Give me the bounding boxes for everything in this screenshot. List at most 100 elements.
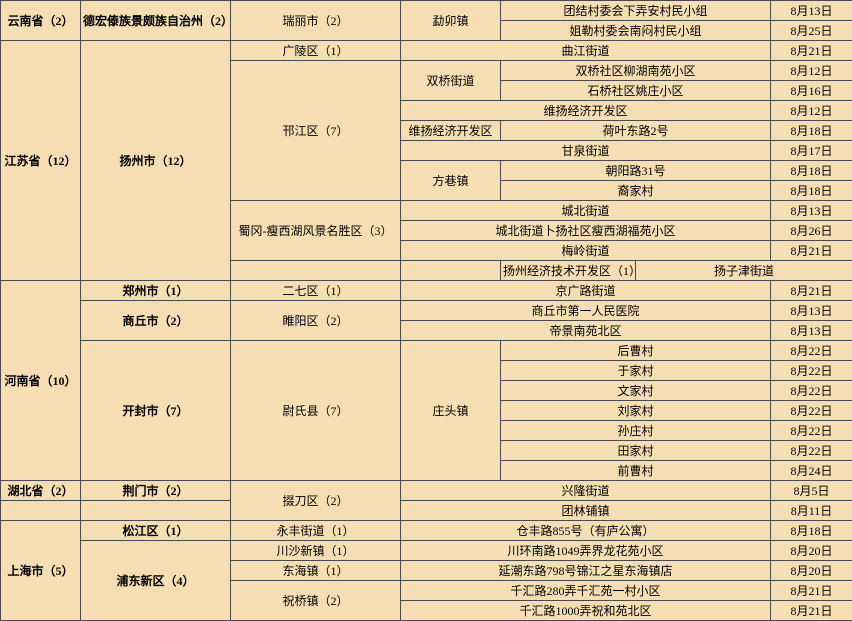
table-cell: 邗江区（7） [231,61,401,201]
table-cell: 庄头镇 [401,341,501,481]
table-cell: 8月17日 [771,141,852,161]
table-cell: 裔家村 [501,181,771,201]
table-cell: 城北街道 [401,201,771,221]
table-cell: 8月20日 [771,541,852,561]
table-row: 湖北省（2）荆门市（2）掇刀区（2）兴隆街道8月5日 [1,481,852,501]
table-cell: 兴隆街道 [401,481,771,501]
table-cell: 湖北省（2） [1,481,81,501]
table-cell: 8月13日 [771,321,852,341]
table-cell: 8月12日 [771,101,852,121]
table-cell: 荷叶东路2号 [501,121,771,141]
table-cell: 8月21日 [771,581,852,601]
table-cell: 8月18日 [771,181,852,201]
table-cell: 城北街道卜扬社区瘦西湖福苑小区 [401,221,771,241]
table-row: 上海市（5）松江区（1）永丰街道（1）仓丰路855号（有庐公寓）8月18日 [1,521,852,541]
table-cell: 扬州市（12） [81,41,231,281]
table-cell: 川环南路1049弄界龙花苑小区 [401,541,771,561]
table-cell: 京广路街道 [401,281,771,301]
table-cell: 蜀冈-瘦西湖风景名胜区（3） [231,201,401,261]
table-body: 云南省（2）德宏傣族景颇族自治州（2）瑞丽市（2）勐卯镇团结村委会下弄安村民小组… [1,1,852,621]
table-cell: 河南省（10） [1,281,81,481]
table-row: 江苏省（12）扬州市（12）广陵区（1）曲江街道8月21日 [1,41,852,61]
table-cell: 石桥社区姚庄小区 [501,81,771,101]
table-cell: 浦东新区（4） [81,541,231,621]
table-row: 商丘市（2）睢阳区（2）商丘市第一人民医院8月13日 [1,301,852,321]
table-cell: 上海市（5） [1,521,81,621]
table-cell: 8月26日 [771,221,852,241]
table-cell [231,261,401,281]
table-cell: 于家村 [501,361,771,381]
table-cell: 帝景南苑北区 [401,321,771,341]
table-cell: 瑞丽市（2） [231,1,401,41]
table-cell: 扬州经济技术开发区（1） [501,261,636,281]
table-cell: 曲江街道 [401,41,771,61]
table-cell: 商丘市第一人民医院 [401,301,771,321]
table-cell: 8月24日 [771,461,852,481]
table-cell: 荆门市（2） [81,481,231,501]
table-cell: 双桥街道 [401,61,501,101]
table-cell: 德宏傣族景颇族自治州（2） [81,1,231,41]
table-cell [81,501,231,521]
table-cell: 8月12日 [771,61,852,81]
table-cell: 松江区（1） [81,521,231,541]
table-cell: 8月21日 [771,281,852,301]
table-cell: 8月13日 [771,201,852,221]
table-row: 云南省（2）德宏傣族景颇族自治州（2）瑞丽市（2）勐卯镇团结村委会下弄安村民小组… [1,1,852,21]
table-cell: 8月21日 [771,41,852,61]
table-cell: 8月22日 [771,341,852,361]
table-cell: 梅岭街道 [401,241,771,261]
table-cell: 郑州市（1） [81,281,231,301]
table-cell: 孙庄村 [501,421,771,441]
table-cell: 8月18日 [771,161,852,181]
table-cell: 千汇路1000弄祝和苑北区 [401,601,771,621]
table-cell: 方巷镇 [401,161,501,201]
table-cell: 姐勒村委会南闷村民小组 [501,21,771,41]
table-row: 开封市（7）尉氏县（7）庄头镇后曹村8月22日 [1,341,852,361]
table-cell: 8月22日 [771,361,852,381]
table-cell: 8月21日 [771,241,852,261]
table-cell: 8月22日 [771,401,852,421]
table-cell: 扬子津街道 [636,261,852,281]
table-cell: 文家村 [501,381,771,401]
table-cell: 8月5日 [771,481,852,501]
table-cell: 团结村委会下弄安村民小组 [501,1,771,21]
table-cell: 仓丰路855号（有庐公寓） [401,521,771,541]
table-cell: 祝桥镇（2） [231,581,401,621]
table-cell: 千汇路280弄千汇苑一村小区 [401,581,771,601]
table-cell: 8月16日 [771,81,852,101]
table-cell: 8月13日 [771,301,852,321]
table-cell: 二七区（1） [231,281,401,301]
table-cell: 8月11日 [771,501,852,521]
table-cell: 东海镇（1） [231,561,401,581]
table-cell [401,261,501,281]
table-cell: 维扬经济开发区 [401,101,771,121]
table-cell: 睢阳区（2） [231,301,401,341]
table-cell: 尉氏县（7） [231,341,401,481]
table-cell: 后曹村 [501,341,771,361]
table-cell: 勐卯镇 [401,1,501,41]
table-cell: 8月18日 [771,121,852,141]
table-cell: 江苏省（12） [1,41,81,281]
table-row: 河南省（10）郑州市（1）二七区（1）京广路街道8月21日 [1,281,852,301]
table-cell: 8月18日 [771,521,852,541]
table-cell: 双桥社区柳湖南苑小区 [501,61,771,81]
table-cell: 8月20日 [771,561,852,581]
region-table: 云南省（2）德宏傣族景颇族自治州（2）瑞丽市（2）勐卯镇团结村委会下弄安村民小组… [0,0,852,621]
table-cell: 甘泉街道 [401,141,771,161]
table-cell: 8月22日 [771,421,852,441]
table-cell: 云南省（2） [1,1,81,41]
table-cell [1,501,81,521]
table-cell: 8月13日 [771,1,852,21]
table-cell: 8月22日 [771,441,852,461]
table-cell: 川沙新镇（1） [231,541,401,561]
table-cell: 朝阳路31号 [501,161,771,181]
table-cell: 商丘市（2） [81,301,231,341]
table-cell: 广陵区（1） [231,41,401,61]
table-row: 浦东新区（4）川沙新镇（1）川环南路1049弄界龙花苑小区8月20日 [1,541,852,561]
table-cell: 刘家村 [501,401,771,421]
table-cell: 开封市（7） [81,341,231,481]
table-cell: 掇刀区（2） [231,481,401,521]
table-cell: 田家村 [501,441,771,461]
table-cell: 维扬经济开发区 [401,121,501,141]
table-cell: 延潮东路798号锦江之星东海镇店 [401,561,771,581]
